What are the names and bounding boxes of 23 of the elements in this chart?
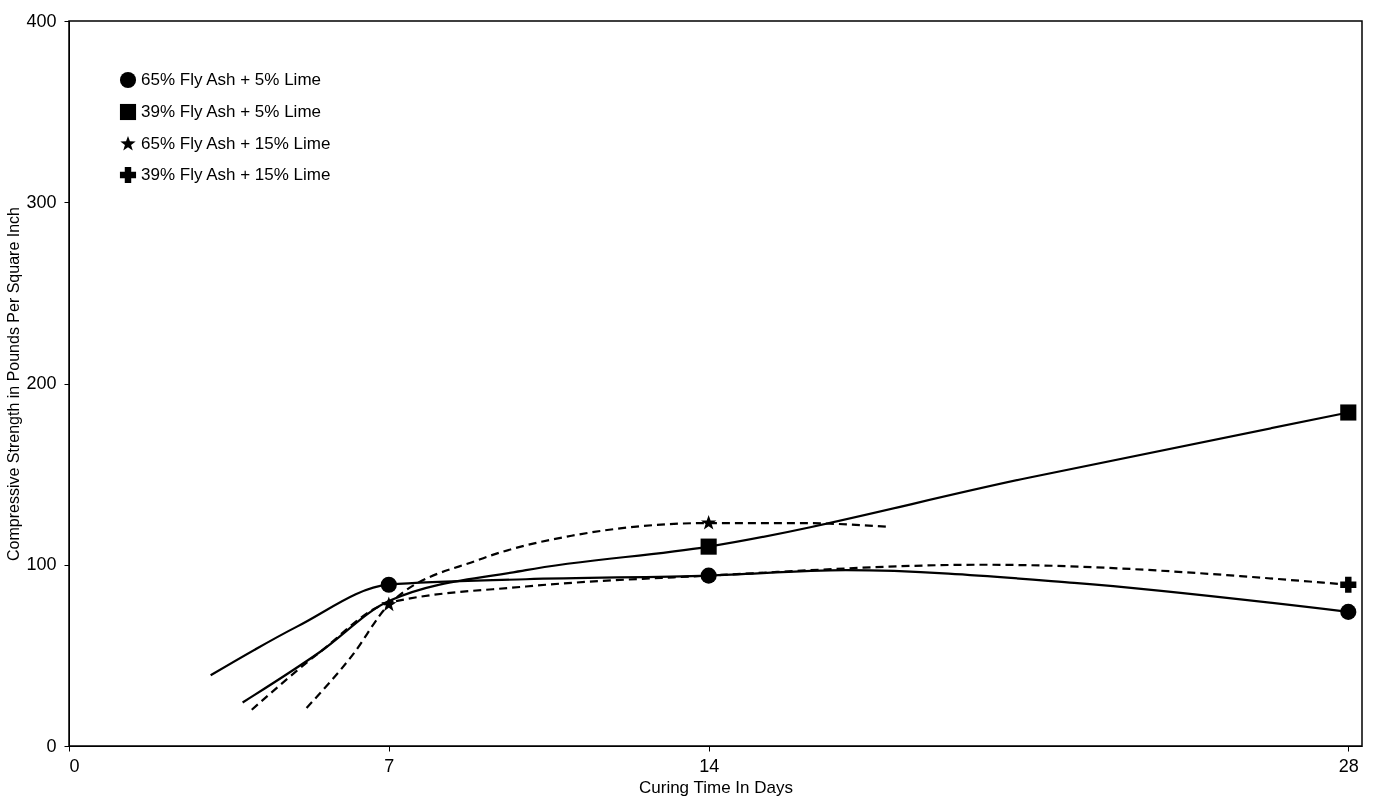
x-tick-label: 28 (1338, 755, 1359, 776)
y-tick-label: 300 (26, 191, 57, 212)
x-tick-label: 0 (69, 755, 80, 776)
point (1340, 404, 1357, 421)
legend-label: 65% Fly Ash + 5% Lime (141, 70, 322, 89)
legend-label: 39% Fly Ash + 5% Lime (141, 102, 322, 121)
y-tick-label: 400 (26, 10, 57, 31)
y-tick-label: 100 (26, 554, 57, 575)
point (700, 515, 717, 530)
legend-label: 65% Fly Ash + 15% Lime (141, 134, 331, 153)
point (1340, 603, 1357, 620)
point (1340, 576, 1357, 593)
y-tick-label: 200 (26, 373, 57, 393)
point (381, 596, 397, 612)
x-tick-label: 7 (384, 755, 395, 776)
y-tick-label: 0 (46, 735, 57, 756)
x-tick-label: 14 (699, 755, 720, 776)
x-axis-title: Curing Time In Days (639, 777, 793, 797)
y-axis-title: Compressive Strength in Pounds Per Square Inch (5, 207, 23, 561)
point (380, 576, 397, 593)
point (700, 567, 717, 584)
point (700, 538, 717, 555)
legend-label: 39% Fly Ash + 15% Lime (141, 165, 331, 184)
